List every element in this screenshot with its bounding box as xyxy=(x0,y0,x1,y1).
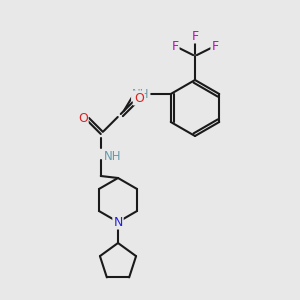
Text: O: O xyxy=(78,112,88,124)
Text: NH: NH xyxy=(132,88,149,100)
Text: F: F xyxy=(171,40,178,52)
Text: O: O xyxy=(134,92,144,104)
Text: F: F xyxy=(191,29,199,43)
Text: NH: NH xyxy=(104,149,122,163)
Text: N: N xyxy=(113,215,123,229)
Text: F: F xyxy=(212,40,219,52)
